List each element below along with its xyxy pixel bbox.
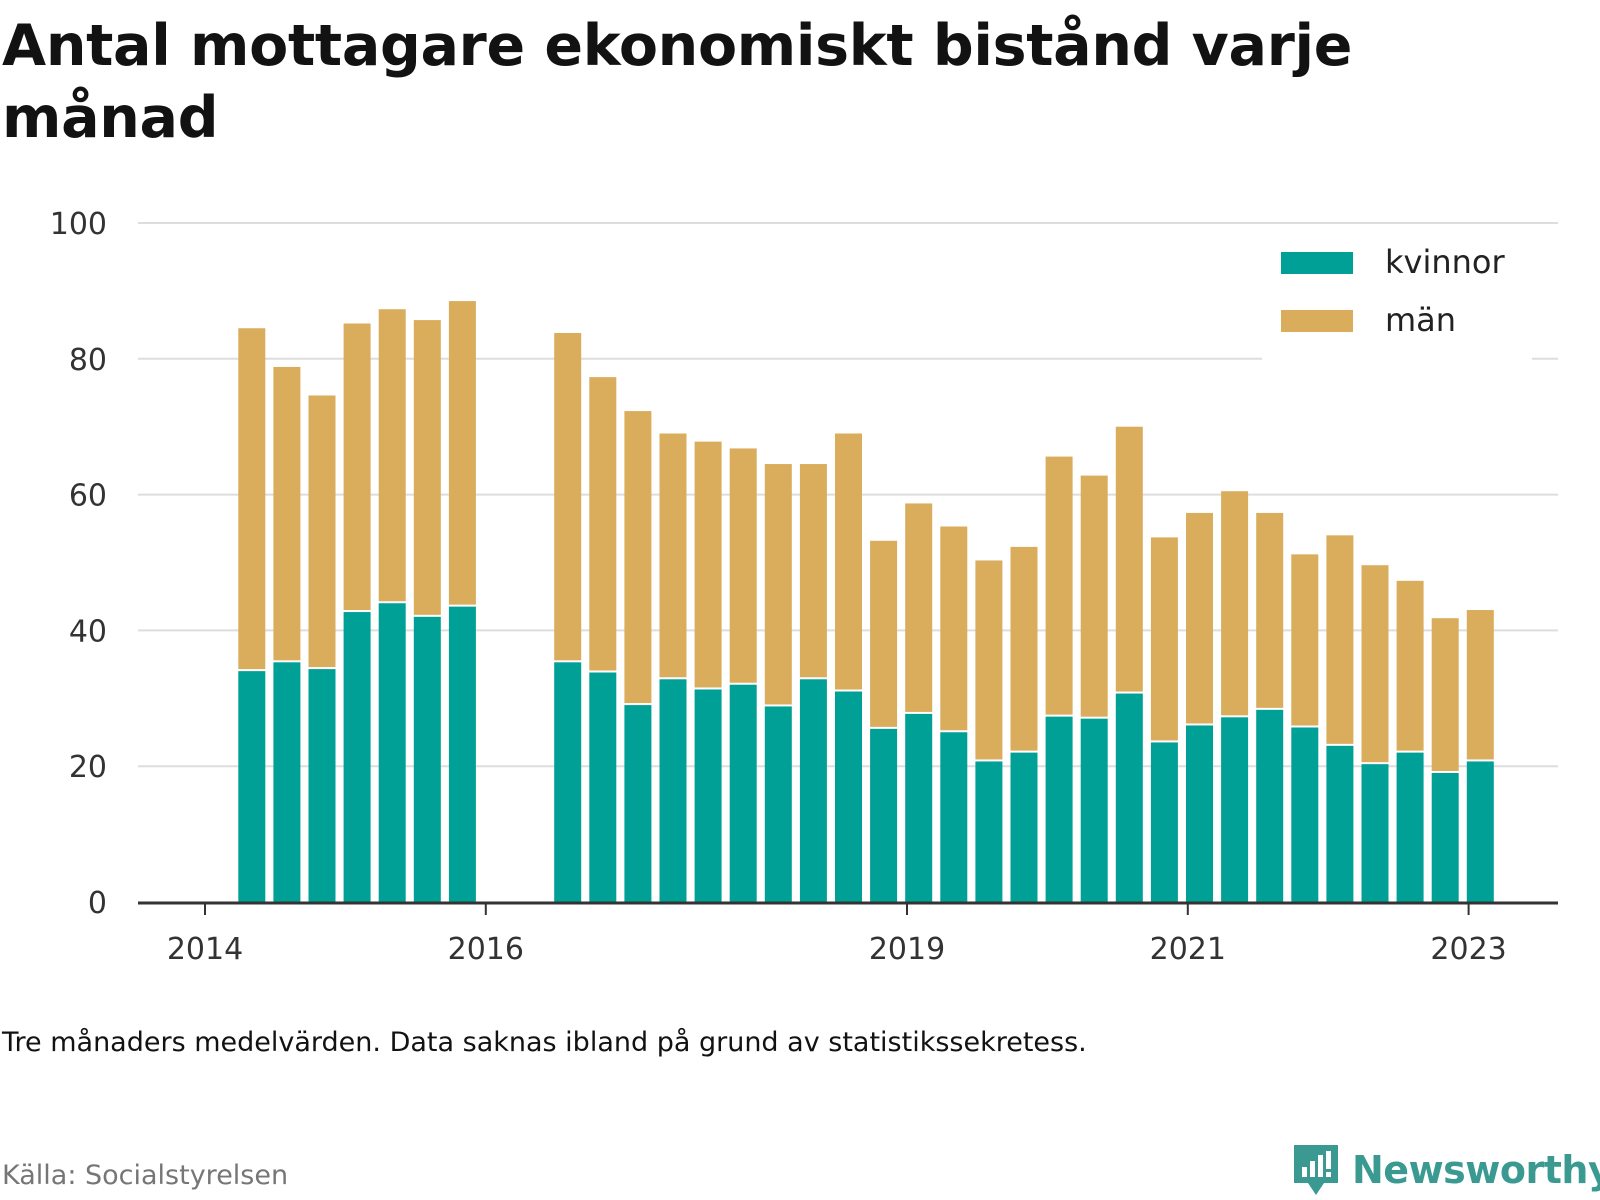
bar-man [273,366,301,661]
x-tick-label: 2014 [167,932,243,967]
bar-man [308,395,336,668]
bars [238,301,1494,902]
bar-kvinnor [940,732,968,902]
stacked-bar-chart: 0 20 40 60 80 100 2014 2016 2019 2021 2023 kvinnor… [50,207,1558,967]
source-label: Källa: Socialstyrelsen [2,1160,289,1191]
newsworthy-logo[interactable]: Newsworthy [1290,1140,1600,1200]
bar-kvinnor [729,684,757,902]
bar-kvinnor [1291,727,1319,902]
bar-chart-icon [1294,1145,1338,1195]
bar-man [940,526,968,731]
bar-kvinnor [975,761,1003,902]
bar-kvinnor [694,689,722,902]
bar-kvinnor [1080,718,1108,902]
bar-kvinnor [624,705,652,902]
bar-kvinnor [448,606,476,902]
bar-kvinnor [1045,716,1073,902]
bar-kvinnor [273,662,301,902]
bar-man [554,332,582,661]
bar-kvinnor [659,679,687,902]
x-tick-label: 2016 [448,932,524,967]
bar-kvinnor [589,672,617,902]
bar-man [1466,610,1494,760]
axes: 0 20 40 60 80 100 2014 2016 2019 2021 2023 [50,207,1558,967]
bar-man [835,433,862,690]
bar-kvinnor [308,669,336,902]
y-tick-label: 0 [88,886,107,921]
bar-kvinnor [413,616,441,902]
bar-kvinnor [764,706,792,902]
bar-kvinnor [378,603,406,902]
bar-kvinnor [1361,764,1389,902]
bar-kvinnor [1150,742,1178,902]
bar-man [448,301,476,605]
bar-man [975,560,1003,760]
y-tick-label: 20 [69,750,107,785]
bar-kvinnor [1010,752,1038,902]
bar-man [870,540,898,727]
legend-swatch [1281,310,1353,332]
bar-man [764,464,792,705]
brand-name: Newsworthy [1352,1148,1600,1192]
bar-man [1186,512,1213,724]
bar-man [1326,535,1354,744]
y-tick-label: 80 [69,343,107,378]
chart-title: Antal mottagare ekonomiskt bistånd varje… [2,13,1353,151]
legend-label: män [1385,301,1456,339]
bar-man [1396,580,1424,751]
bar-kvinnor [1431,772,1459,902]
bar-man [624,411,652,704]
bar-man [589,377,617,671]
y-tick-label: 60 [69,479,107,514]
bar-kvinnor [554,662,582,902]
bar-kvinnor [799,679,827,902]
bar-man [1115,426,1143,692]
bar-man [905,503,933,712]
bar-kvinnor [870,728,898,902]
bar-kvinnor [905,713,933,902]
bar-kvinnor [1186,725,1213,902]
bar-man [343,323,371,611]
x-tick-label: 2023 [1430,932,1506,967]
bar-man [1080,475,1108,717]
bar-man [1010,546,1038,751]
bar-man [1256,512,1284,708]
bar-man [238,328,266,670]
bar-man [659,433,687,678]
bar-man [729,448,757,683]
bar-kvinnor [1221,717,1249,902]
chart-note: Tre månaders medelvärden. Data saknas ib… [2,1027,1087,1058]
bar-kvinnor [343,612,371,902]
bar-kvinnor [835,691,862,902]
legend: kvinnor män [1262,240,1532,365]
bar-man [1150,537,1178,741]
bar-kvinnor [1115,693,1143,902]
bar-man [378,309,406,602]
bar-man [1291,554,1319,726]
bar-man [413,320,441,615]
bar-man [1221,491,1249,716]
bar-kvinnor [1466,761,1494,902]
y-tick-label: 100 [50,207,107,242]
bar-man [1361,565,1389,763]
bar-man [1045,456,1073,715]
bar-man [799,464,827,678]
bar-man [694,441,722,688]
bar-kvinnor [238,671,266,902]
legend-swatch [1281,252,1353,274]
x-tick-label: 2019 [869,932,945,967]
bar-man [1431,618,1459,771]
bar-kvinnor [1326,745,1354,902]
y-tick-label: 40 [69,614,107,649]
x-tick-label: 2021 [1150,932,1226,967]
bar-kvinnor [1396,752,1424,902]
bar-kvinnor [1256,709,1284,902]
legend-label: kvinnor [1385,243,1506,281]
